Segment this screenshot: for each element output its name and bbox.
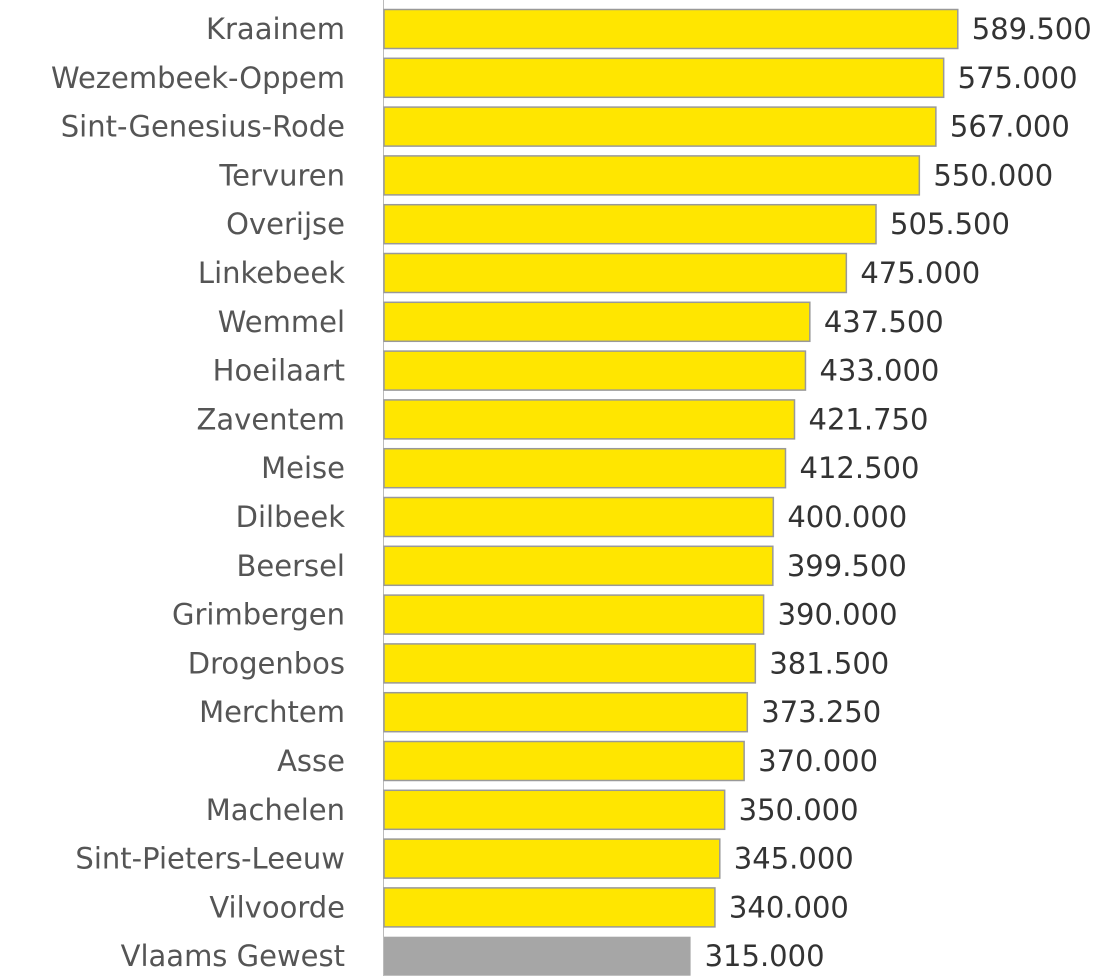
bar — [383, 301, 811, 343]
category-label: Tervuren — [218, 158, 345, 192]
bar — [383, 545, 774, 587]
bar — [383, 252, 848, 294]
bar — [383, 496, 775, 538]
data-label: 370.000 — [758, 744, 878, 778]
data-label: 390.000 — [778, 598, 898, 632]
bar — [383, 155, 921, 196]
bar — [383, 789, 726, 831]
category-label: Hoeilaart — [213, 354, 345, 388]
bar — [383, 594, 765, 635]
category-label: Grimbergen — [172, 598, 345, 632]
data-label: 350.000 — [739, 793, 859, 827]
data-label: 340.000 — [729, 890, 849, 924]
bar — [383, 691, 749, 733]
category-label: Linkebeek — [198, 256, 345, 290]
data-label: 550.000 — [933, 158, 1053, 192]
bar — [383, 740, 745, 782]
data-label: 437.500 — [824, 305, 944, 339]
category-label: Meise — [261, 451, 345, 485]
category-label: Wemmel — [218, 305, 345, 339]
bar — [383, 643, 757, 684]
category-label: Drogenbos — [188, 646, 345, 680]
category-label: Sint-Pieters-Leeuw — [75, 842, 345, 876]
category-label: Kraainem — [206, 12, 345, 46]
data-label: 421.750 — [809, 402, 929, 436]
bar — [383, 887, 716, 928]
bar — [383, 838, 721, 879]
bar — [383, 350, 807, 391]
category-label: Vilvoorde — [209, 890, 345, 924]
data-label: 567.000 — [950, 110, 1070, 144]
category-label: Vlaams Gewest — [121, 939, 345, 973]
bar — [383, 447, 787, 489]
data-label: 589.500 — [972, 12, 1092, 46]
data-label: 475.000 — [860, 256, 980, 290]
category-label: Beersel — [236, 549, 345, 583]
bar — [384, 936, 691, 976]
category-label: Machelen — [206, 793, 345, 827]
data-label: 345.000 — [734, 842, 854, 876]
data-label: 399.500 — [787, 549, 907, 583]
data-label: 373.250 — [761, 695, 881, 729]
category-label: Overijse — [226, 207, 345, 241]
category-label: Merchtem — [199, 695, 345, 729]
data-label: 505.500 — [890, 207, 1010, 241]
data-label: 412.500 — [800, 451, 920, 485]
category-label: Zaventem — [197, 402, 345, 436]
category-label: Sint-Genesius-Rode — [61, 110, 345, 144]
bar — [383, 203, 877, 245]
category-label: Asse — [277, 744, 345, 778]
data-label: 400.000 — [787, 500, 907, 534]
bar — [383, 399, 796, 440]
data-label: 381.500 — [769, 646, 889, 680]
bar — [383, 8, 959, 50]
data-label: 575.000 — [958, 61, 1078, 95]
bar — [383, 57, 945, 99]
category-label: Wezembeek-Oppem — [51, 61, 345, 95]
data-label: 433.000 — [819, 354, 939, 388]
bar — [383, 106, 937, 147]
category-label: Dilbeek — [236, 500, 346, 534]
data-label: 315.000 — [705, 939, 825, 973]
